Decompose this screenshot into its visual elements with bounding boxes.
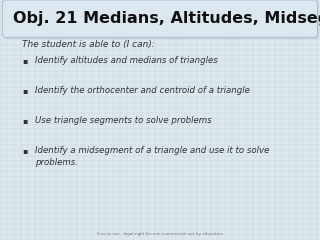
FancyBboxPatch shape	[4, 2, 319, 39]
Text: Obj. 21 Medians, Altitudes, Midsegments: Obj. 21 Medians, Altitudes, Midsegments	[13, 11, 320, 26]
FancyBboxPatch shape	[3, 0, 317, 37]
Text: Use triangle segments to solve problems: Use triangle segments to solve problems	[35, 116, 212, 125]
Text: Identify a midsegment of a triangle and use it to solve
problems.: Identify a midsegment of a triangle and …	[35, 146, 269, 167]
Text: Identify the orthocenter and centroid of a triangle: Identify the orthocenter and centroid of…	[35, 86, 250, 96]
Text: ▪: ▪	[22, 116, 28, 125]
Text: ▪: ▪	[22, 146, 28, 156]
Text: Identify altitudes and medians of triangles: Identify altitudes and medians of triang…	[35, 56, 218, 66]
Text: ▪: ▪	[22, 56, 28, 66]
Text: Free to use - legal right for non-commercial use by educators: Free to use - legal right for non-commer…	[97, 232, 223, 236]
Text: ▪: ▪	[22, 86, 28, 96]
Text: The student is able to (I can):: The student is able to (I can):	[22, 40, 155, 49]
